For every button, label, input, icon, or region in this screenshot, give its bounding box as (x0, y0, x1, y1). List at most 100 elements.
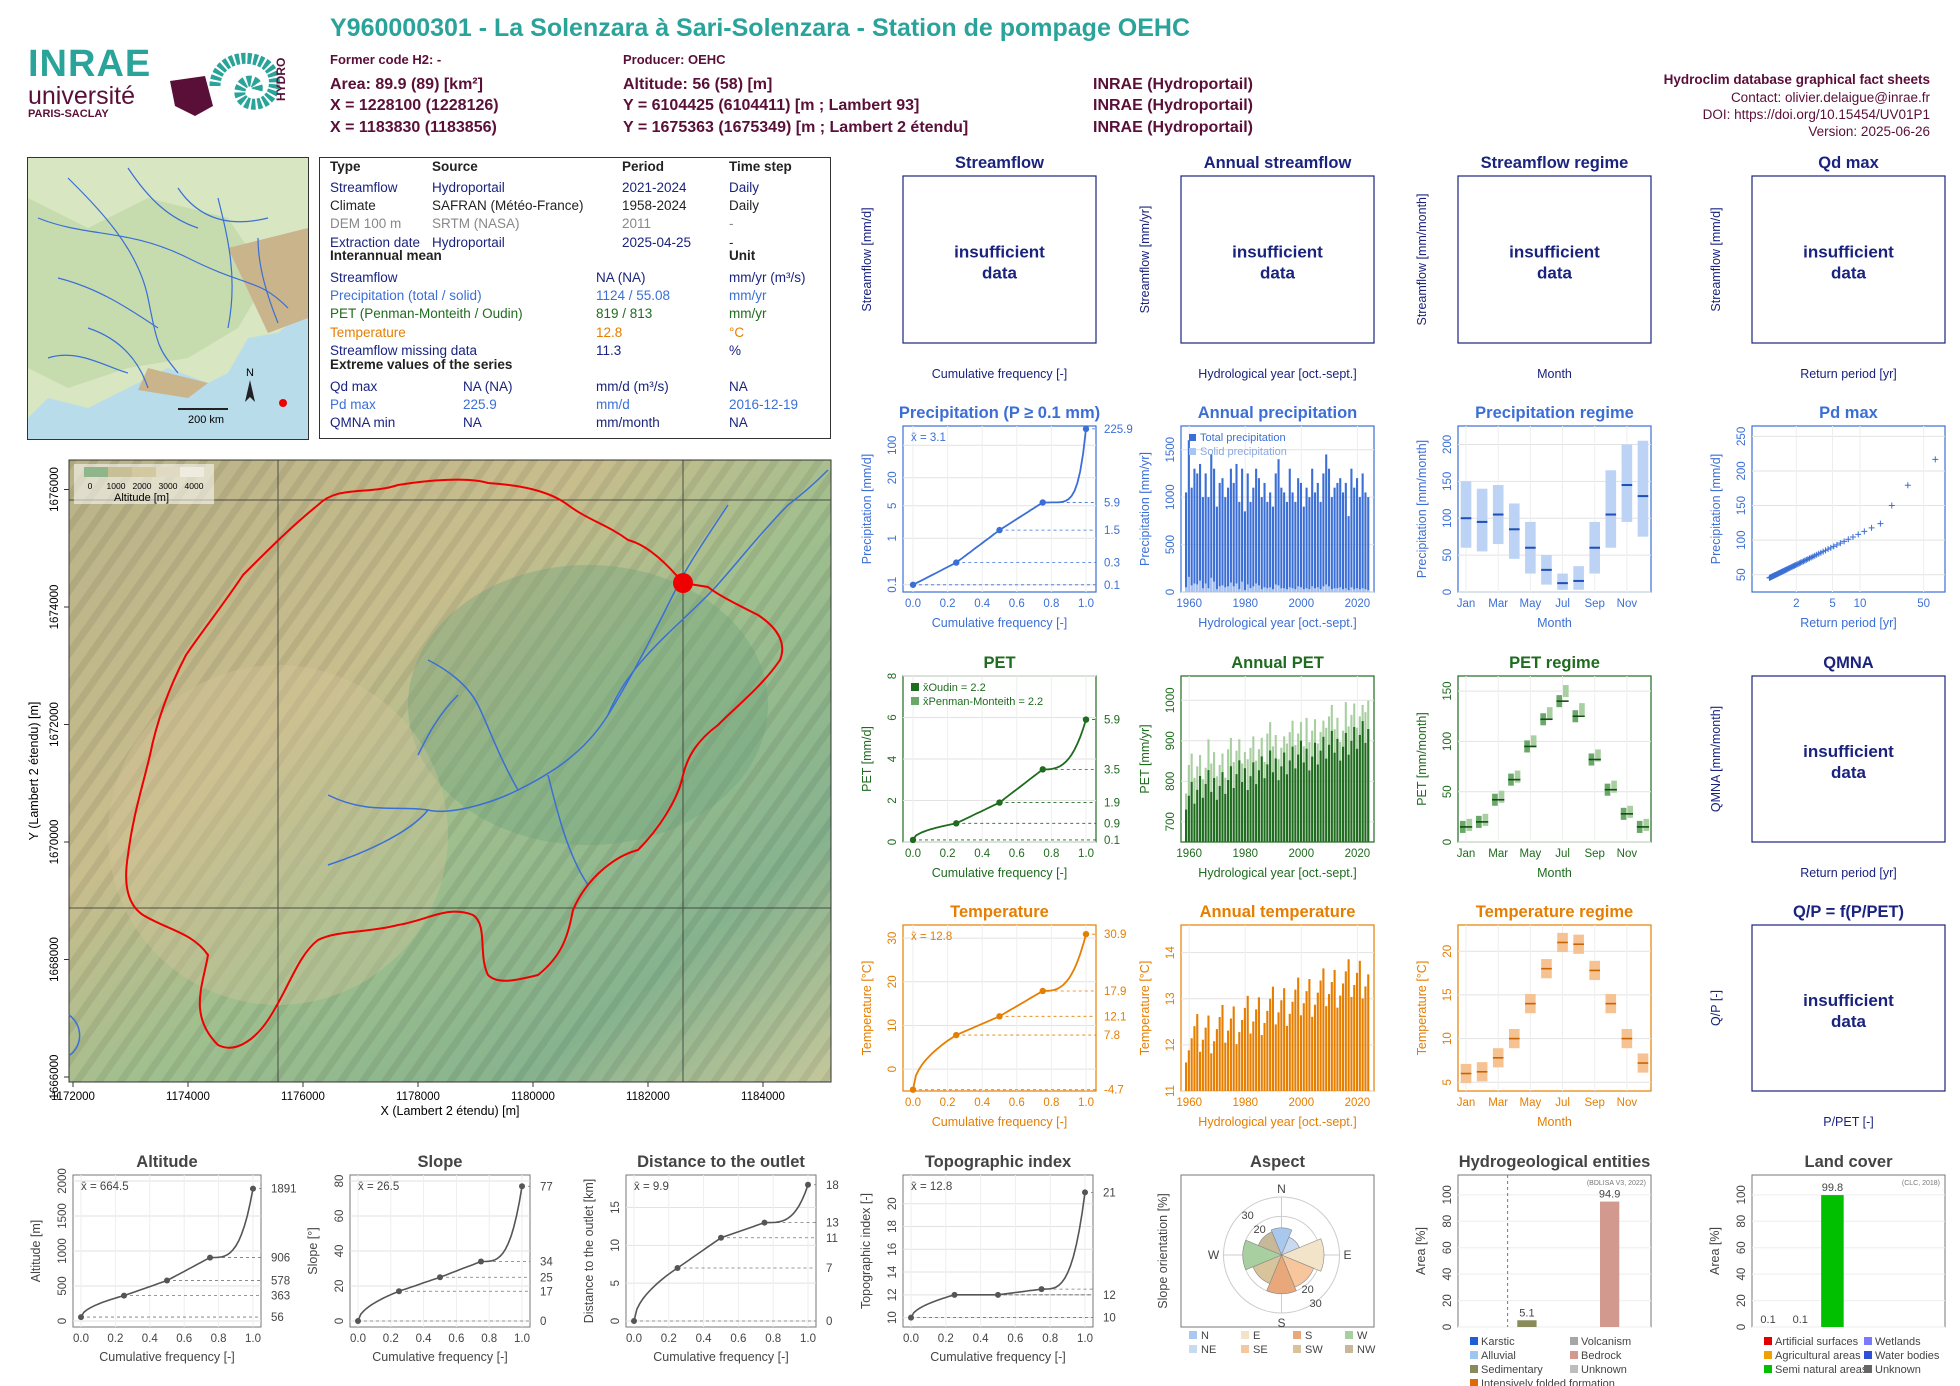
info-header-mean: Interannual mean (330, 248, 442, 263)
bar-oudin (1215, 799, 1218, 842)
xtick-label: 1960 (1176, 1097, 1202, 1109)
return-period-point (1825, 546, 1832, 553)
chart-xlabel: Cumulative frequency [-] (932, 616, 1067, 630)
north-arrow-icon (245, 380, 255, 402)
legend-key (1189, 1331, 1197, 1339)
regime-box-penman (1466, 818, 1473, 831)
right-tick-label: 13 (826, 1218, 839, 1230)
mean-row-value: 11.3 (596, 342, 622, 358)
bar (1224, 1042, 1227, 1091)
xtick-label: Nov (1617, 598, 1638, 610)
ytick-label: 1500 (57, 1203, 69, 1229)
chart-streamflow_regime: Streamflow regime Streamflow [mm/month] Mo… (1415, 154, 1652, 381)
ytick-label: 100 (1736, 531, 1748, 550)
source-row-source: SRTM (NASA) (432, 216, 520, 232)
quantile-point (996, 526, 1003, 534)
right-tick-label: -4.7 (1104, 1085, 1124, 1097)
xtick-label: 1.0 (1078, 848, 1094, 860)
rose-sector (1242, 1239, 1283, 1271)
mean-label: x̄ = 3.1 (911, 432, 946, 444)
chart-frame (625, 1174, 817, 1328)
legend-label: S (1305, 1330, 1312, 1342)
bar (1336, 482, 1339, 592)
ytick-label: 800 (1165, 772, 1177, 791)
quantile-point (1082, 716, 1090, 723)
extreme-row-value: NA (NA) (463, 379, 513, 394)
insufficient-data-label: insufficient (1232, 243, 1323, 262)
right-tick-label: 906 (271, 1253, 290, 1265)
map-ytick-label: 1668000 (49, 937, 61, 982)
bar (1263, 482, 1266, 592)
bar (1288, 468, 1291, 592)
legend-key (1189, 448, 1196, 455)
chart-frame (902, 924, 1097, 1092)
regime-box-penman (1563, 685, 1569, 698)
source-row-period: 2025-04-25 (622, 234, 692, 250)
bar-solid (1283, 588, 1286, 592)
regime-box (1637, 440, 1649, 537)
right-tick-label: 12 (1103, 1290, 1116, 1302)
station-outlet-marker (673, 573, 693, 593)
db-title: Hydroclim database graphical fact sheets (1663, 72, 1930, 87)
bar (1235, 463, 1238, 592)
map-xtick-label: 1174000 (166, 1091, 210, 1103)
ytick-label: 1000 (1165, 484, 1177, 510)
ytick-label: 40 (1442, 1268, 1454, 1281)
chart-altitude: Altitude Altitude [m] Cumulative frequency… (29, 1153, 297, 1364)
y-lambert2: Y = 1675363 (1675349) [m ; Lambert 2 éte… (623, 119, 969, 136)
bar (1196, 473, 1199, 592)
bar (1350, 468, 1353, 592)
right-tick-label: 3.5 (1104, 764, 1120, 776)
chart-qd_max: Qd max Streamflow [mm/d] Return period [yr… (1709, 154, 1946, 381)
ytick-label: 13 (1165, 992, 1177, 1005)
legend-key (1570, 1337, 1578, 1345)
chart-qp: Q/P = f(P/PET) Q/P [-] P/PET [-] insufficie… (1709, 903, 1946, 1129)
legend-key (1293, 1345, 1301, 1353)
chart-title: PET (983, 654, 1015, 672)
legend-label: Unknown (1581, 1364, 1627, 1376)
right-tick-label: 1.9 (1104, 798, 1120, 810)
xtick-label: 1.0 (1077, 1333, 1093, 1345)
insufficient-data-label: insufficient (1803, 243, 1894, 262)
ytick-label: 50 (1736, 568, 1748, 581)
ytick-label: 5 (1442, 1079, 1454, 1085)
bar (1333, 969, 1336, 1091)
bar-oudin (1190, 781, 1193, 842)
bar (1190, 487, 1193, 592)
chart-xlabel: Return period [yr] (1800, 866, 1897, 880)
right-tick-label: 77 (540, 1181, 553, 1193)
bar (1260, 1035, 1263, 1091)
insufficient-data-label: data (982, 264, 1018, 283)
xtick-label: 1.0 (800, 1333, 816, 1345)
return-period-point (1861, 528, 1868, 535)
xtick-label: 2000 (1289, 848, 1315, 860)
bar-oudin (1367, 729, 1370, 842)
chart-note: (BDLISA V3, 2022) (1587, 1180, 1646, 1187)
legend-key (1864, 1351, 1872, 1359)
xtick-label: 1.0 (245, 1333, 261, 1345)
chart-annual_pet: Annual PET PET [mm/yr] Hydrological year [… (1138, 654, 1375, 880)
ytick-label: 50 (1442, 785, 1454, 798)
ytick-label: 150 (1442, 472, 1454, 491)
quantile-point (78, 1314, 84, 1321)
right-tick-label: 30.9 (1104, 929, 1126, 941)
xtick-label: Jul (1555, 598, 1570, 610)
bar (1325, 454, 1328, 592)
area: Area: 89.9 (89) [km²] (330, 76, 483, 93)
bar-oudin (1241, 782, 1244, 842)
hydro-logo-text: HYDRO (274, 58, 288, 101)
bar-solid (1350, 587, 1353, 592)
bar (1215, 1029, 1218, 1091)
bar (1241, 1019, 1244, 1091)
bar (1308, 497, 1311, 592)
bar (1193, 468, 1196, 592)
altitude-legend-tick: 2000 (133, 481, 152, 491)
regime-box-penman (1627, 805, 1633, 818)
bar (1266, 501, 1269, 592)
map-xlabel: X (Lambert 2 étendu) [m] (381, 1104, 520, 1118)
xtick-label: May (1520, 598, 1542, 610)
ytick-label: 0 (1736, 1324, 1748, 1330)
bar (1263, 1022, 1266, 1091)
bar (1364, 492, 1367, 592)
bar-oudin (1316, 764, 1319, 842)
